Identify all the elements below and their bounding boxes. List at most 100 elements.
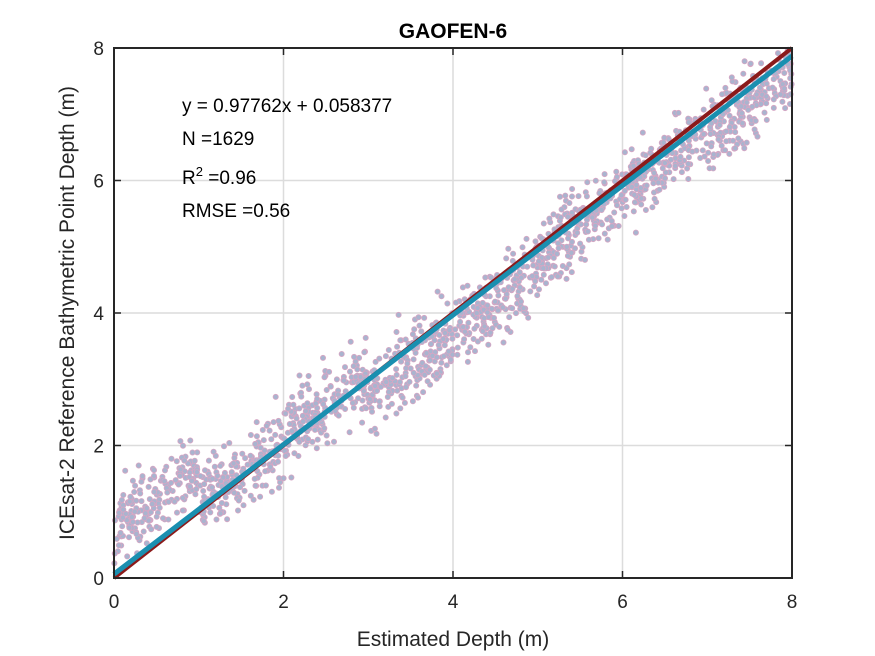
scatter-point bbox=[444, 300, 451, 307]
scatter-point bbox=[205, 457, 212, 464]
scatter-point bbox=[520, 305, 527, 312]
scatter-point bbox=[524, 263, 531, 270]
scatter-point bbox=[376, 355, 383, 362]
scatter-point bbox=[649, 204, 656, 211]
scatter-point bbox=[613, 168, 620, 175]
scatter-point bbox=[128, 514, 135, 521]
scatter-point bbox=[584, 228, 591, 235]
scatter-point bbox=[672, 162, 679, 169]
scatter-point bbox=[397, 405, 404, 412]
scatter-point bbox=[735, 135, 742, 142]
scatter-point bbox=[217, 462, 224, 469]
scatter-point bbox=[383, 379, 390, 386]
scatter-point bbox=[368, 408, 375, 415]
scatter-point bbox=[474, 305, 481, 312]
scatter-point bbox=[253, 419, 260, 426]
rmse: RMSE =0.56 bbox=[182, 201, 290, 222]
scatter-point bbox=[557, 214, 564, 221]
scatter-point bbox=[373, 430, 380, 437]
scatter-point bbox=[393, 371, 400, 378]
scatter-point bbox=[253, 433, 260, 440]
scatter-point bbox=[324, 440, 331, 447]
scatter-point bbox=[749, 103, 756, 110]
scatter-point bbox=[558, 206, 565, 213]
scatter-point bbox=[161, 467, 168, 474]
scatter-point bbox=[211, 463, 218, 470]
scatter-point bbox=[465, 319, 472, 326]
sample-count: N =1629 bbox=[182, 129, 254, 150]
scatter-point bbox=[133, 530, 140, 537]
scatter-point bbox=[242, 455, 249, 462]
y-tick-label: 2 bbox=[93, 437, 104, 458]
scatter-point bbox=[471, 325, 478, 332]
scatter-point bbox=[677, 153, 684, 160]
r-squared: R2 =0.96 bbox=[182, 164, 256, 189]
scatter-point bbox=[131, 508, 138, 515]
scatter-point bbox=[706, 165, 713, 172]
scatter-point bbox=[569, 193, 576, 200]
scatter-point bbox=[631, 199, 638, 206]
scatter-point bbox=[231, 454, 238, 461]
scatter-point bbox=[479, 299, 486, 306]
scatter-point bbox=[298, 393, 305, 400]
scatter-point bbox=[726, 150, 733, 157]
scatter-point bbox=[404, 360, 411, 367]
scatter-point bbox=[446, 327, 453, 334]
scatter-point bbox=[156, 504, 163, 511]
scatter-point bbox=[718, 142, 725, 149]
chart-title: GAOFEN-6 bbox=[399, 20, 508, 43]
scatter-point bbox=[440, 335, 447, 342]
scatter-point bbox=[411, 326, 418, 333]
scatter-point bbox=[452, 299, 459, 306]
scatter-point bbox=[230, 460, 237, 467]
scatter-point bbox=[699, 147, 706, 154]
scatter-point bbox=[519, 244, 526, 251]
scatter-point bbox=[632, 229, 639, 236]
scatter-point bbox=[275, 484, 282, 491]
scatter-point bbox=[177, 438, 184, 445]
scatter-point bbox=[319, 354, 326, 361]
scatter-point bbox=[599, 221, 606, 228]
scatter-point bbox=[252, 482, 259, 489]
scatter-point bbox=[117, 529, 124, 536]
scatter-point bbox=[224, 516, 231, 523]
scatter-point bbox=[377, 383, 384, 390]
scatter-point bbox=[662, 169, 669, 176]
scatter-point bbox=[589, 214, 596, 221]
scatter-point bbox=[394, 343, 401, 350]
scatter-point bbox=[129, 477, 136, 484]
scatter-point bbox=[428, 340, 435, 347]
scatter-points bbox=[111, 46, 795, 567]
scatter-point bbox=[304, 381, 311, 388]
scatter-point bbox=[288, 474, 295, 481]
scatter-point bbox=[740, 70, 747, 77]
scatter-point bbox=[120, 491, 127, 498]
scatter-point bbox=[200, 487, 207, 494]
scatter-point bbox=[517, 284, 524, 291]
scatter-point bbox=[516, 269, 523, 276]
scatter-point bbox=[126, 524, 133, 531]
scatter-point bbox=[436, 331, 443, 338]
scatter-point bbox=[540, 220, 547, 227]
scatter-point bbox=[601, 171, 608, 178]
scatter-point bbox=[703, 85, 710, 92]
scatter-point bbox=[389, 375, 396, 382]
scatter-point bbox=[382, 414, 389, 421]
scatter-point bbox=[739, 120, 746, 127]
scatter-point bbox=[494, 307, 501, 314]
scatter-point bbox=[291, 450, 298, 457]
scatter-point bbox=[118, 496, 125, 503]
scatter-point bbox=[393, 328, 400, 335]
scatter-point bbox=[426, 366, 433, 373]
scatter-point bbox=[452, 326, 459, 333]
scatter-point bbox=[237, 484, 244, 491]
scatter-point bbox=[266, 427, 273, 434]
scatter-point bbox=[323, 386, 330, 393]
scatter-point bbox=[574, 229, 581, 236]
scatter-point bbox=[660, 139, 667, 146]
scatter-point bbox=[628, 146, 635, 153]
scatter-point bbox=[305, 436, 312, 443]
scatter-point bbox=[770, 104, 777, 111]
scatter-point bbox=[418, 328, 425, 335]
scatter-point bbox=[555, 245, 562, 252]
